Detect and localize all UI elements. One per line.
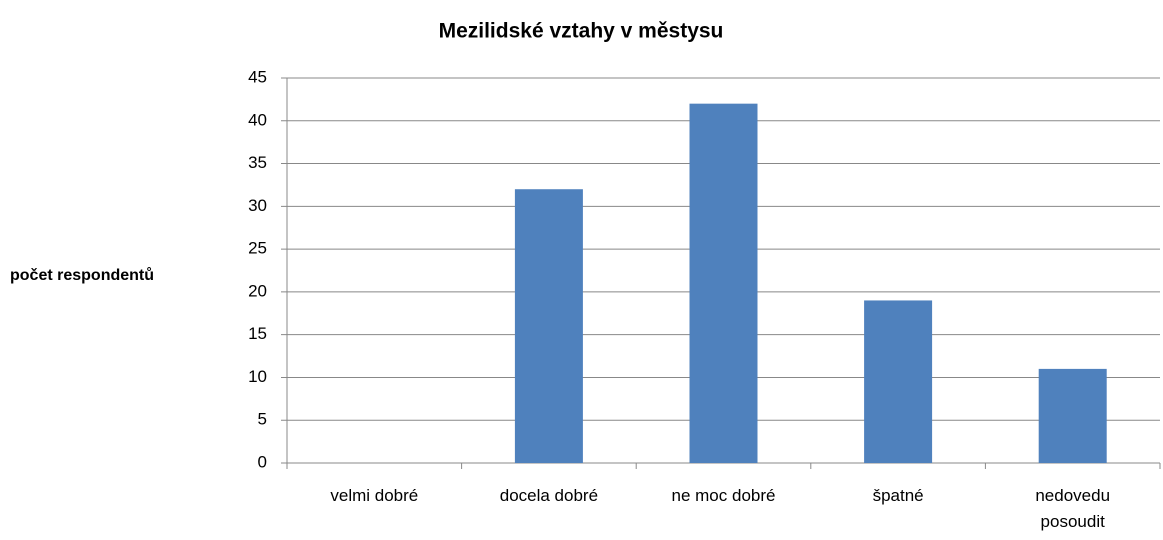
bar <box>514 189 583 463</box>
y-tick-label: 10 <box>248 367 267 386</box>
x-tick-label: nedovedu posoudit <box>1035 486 1111 531</box>
y-tick-label: 15 <box>248 324 267 343</box>
chart-title: Mezilidské vztahy v městysu <box>439 20 724 43</box>
bar <box>864 300 933 463</box>
x-tick-label: ne moc dobré <box>671 486 776 505</box>
bar <box>1038 368 1107 463</box>
y-axis-title: počet respondentů <box>10 267 154 284</box>
x-tick-label: velmi dobré <box>330 486 419 505</box>
y-tick-label: 35 <box>248 153 267 172</box>
x-tick-label: docela dobré <box>499 486 599 505</box>
bar <box>689 103 758 464</box>
y-tick-label: 40 <box>248 110 267 129</box>
y-tick-label: 5 <box>258 410 267 429</box>
x-tick-label: špatné <box>872 486 924 505</box>
y-tick-label: 25 <box>248 239 267 258</box>
y-tick-label: 0 <box>258 452 267 471</box>
y-tick-label: 45 <box>248 67 267 86</box>
y-tick-label: 20 <box>248 281 267 300</box>
y-tick-label: 30 <box>248 196 267 215</box>
